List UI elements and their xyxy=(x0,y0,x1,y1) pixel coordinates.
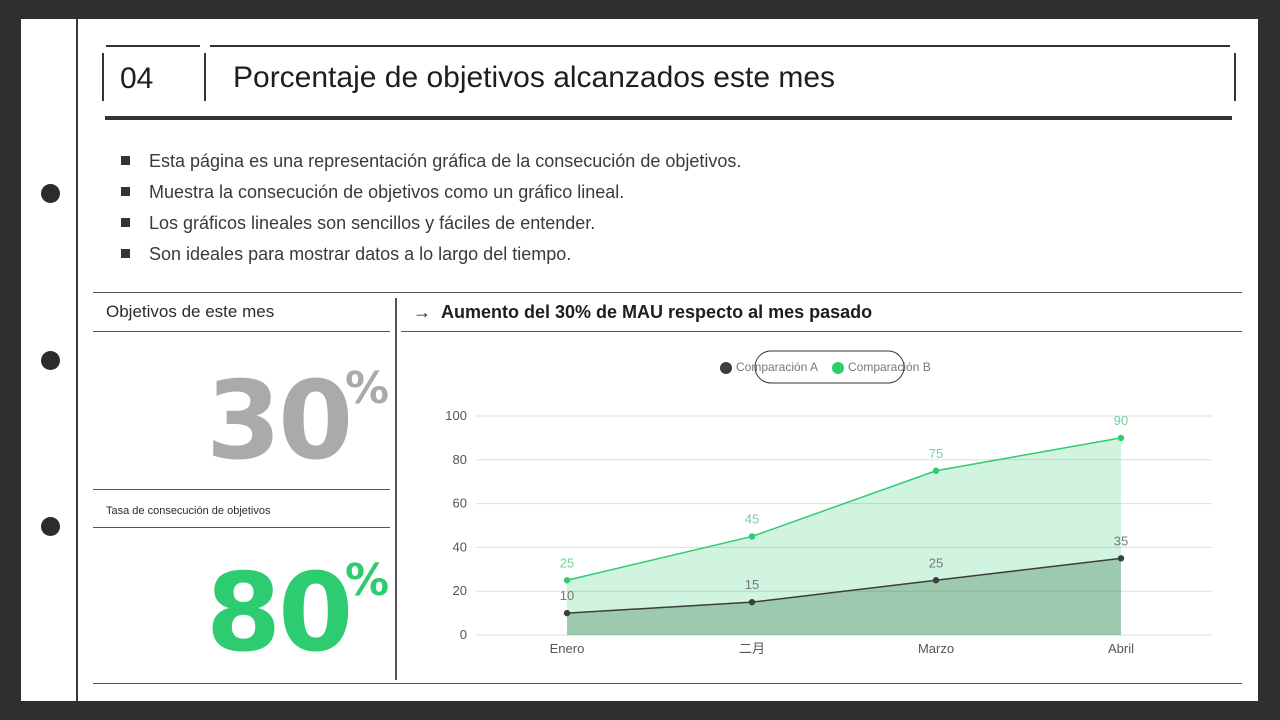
series-area xyxy=(567,437,1121,635)
data-label: 15 xyxy=(745,577,759,592)
legend-marker xyxy=(720,362,732,374)
y-tick-label: 80 xyxy=(453,452,467,467)
rate-top-rule xyxy=(93,489,390,490)
rate-unit: % xyxy=(345,555,390,606)
data-label: 35 xyxy=(1114,533,1128,548)
section-top-rule xyxy=(93,292,1242,293)
bullet-item: Son ideales para mostrar datos a lo larg… xyxy=(119,243,741,274)
data-point xyxy=(1117,434,1125,442)
binder-ring xyxy=(41,351,60,370)
slide-title: Porcentaje de objetivos alcanzados este … xyxy=(233,61,836,94)
chart-heading: → Aumento del 30% de MAU respecto al mes … xyxy=(413,302,872,323)
data-point xyxy=(1117,555,1125,562)
legend-label: Comparación B xyxy=(848,360,931,374)
series-line xyxy=(566,557,1122,614)
data-point xyxy=(932,577,940,584)
bullet-square-icon xyxy=(121,218,130,227)
x-tick-label: 二月 xyxy=(739,641,765,656)
x-tick-label: Enero xyxy=(550,641,585,656)
data-point xyxy=(563,577,571,584)
data-label: 90 xyxy=(1114,413,1128,428)
panel-divider xyxy=(395,298,397,680)
binder-ring xyxy=(41,517,60,536)
slide-title-box: Porcentaje de objetivos alcanzados este … xyxy=(210,45,1236,101)
title-rule xyxy=(105,116,1232,120)
legend-marker xyxy=(832,362,844,374)
chart-heading-text: Aumento del 30% de MAU respecto al mes p… xyxy=(441,302,873,322)
data-label: 25 xyxy=(929,555,943,570)
month-goal-label: Objetivos de este mes xyxy=(106,302,275,321)
series-line xyxy=(566,437,1122,581)
month-goal-unit: % xyxy=(345,363,390,414)
data-point xyxy=(932,467,940,474)
bullet-square-icon xyxy=(121,187,130,196)
bullet-square-icon xyxy=(121,156,130,165)
y-tick-label: 40 xyxy=(453,539,467,554)
rate-value: 80 xyxy=(206,551,353,676)
bullet-item: Esta página es una representación gráfic… xyxy=(119,150,741,181)
left-header-rule xyxy=(93,331,390,332)
bullet-square-icon xyxy=(121,249,130,258)
y-tick-label: 20 xyxy=(453,583,467,598)
data-label: 25 xyxy=(560,555,574,570)
legend-frame xyxy=(754,350,905,384)
y-tick-label: 60 xyxy=(453,496,467,511)
chart-header-rule xyxy=(401,331,1242,332)
slide-number-box: 04 xyxy=(102,45,206,101)
slide-page: 04 Porcentaje de objetivos alcanzados es… xyxy=(21,19,1258,701)
rate-label: Tasa de consecución de objetivos xyxy=(106,505,271,517)
month-goal-value: 30 xyxy=(206,359,353,484)
rate-bottom-rule xyxy=(93,527,390,528)
y-tick-label: 0 xyxy=(460,627,467,642)
bullet-item: Los gráficos lineales son sencillos y fá… xyxy=(119,212,741,243)
data-label: 10 xyxy=(560,588,574,603)
data-label: 45 xyxy=(745,511,759,526)
arrow-right-icon: → xyxy=(413,302,431,322)
series-area xyxy=(567,558,1121,635)
y-tick-label: 100 xyxy=(445,408,467,423)
data-point xyxy=(748,533,756,540)
data-point xyxy=(563,609,571,617)
data-point xyxy=(748,598,756,606)
legend-label: Comparación A xyxy=(736,360,818,374)
binder-ring xyxy=(41,184,60,203)
data-label: 75 xyxy=(929,446,943,461)
bullet-list: Esta página es una representación gráfic… xyxy=(119,150,741,274)
x-tick-label: Marzo xyxy=(918,641,954,656)
x-tick-label: Abril xyxy=(1108,641,1134,656)
section-bottom-rule xyxy=(93,683,1242,684)
binder-line xyxy=(76,19,78,701)
bullet-item: Muestra la consecución de objetivos como… xyxy=(119,181,741,212)
slide-number: 04 xyxy=(120,62,154,95)
